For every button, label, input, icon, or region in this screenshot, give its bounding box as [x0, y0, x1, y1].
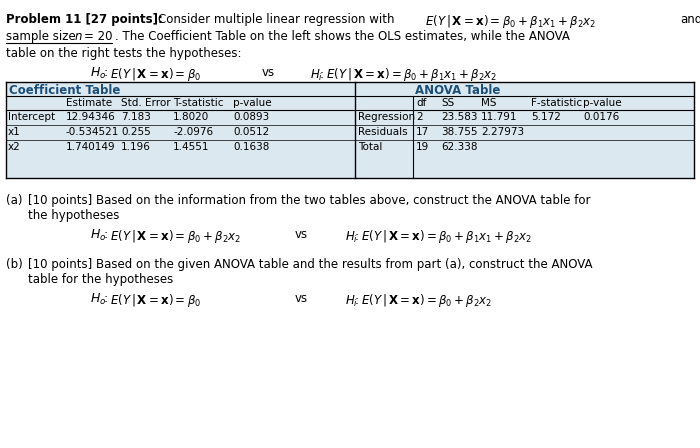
Text: $n$: $n$ — [74, 30, 83, 43]
Text: T-statistic: T-statistic — [173, 98, 223, 108]
Text: vs: vs — [295, 228, 308, 241]
Text: 23.583: 23.583 — [441, 112, 477, 122]
Text: Coefficient Table: Coefficient Table — [9, 84, 120, 97]
Text: 0.1638: 0.1638 — [233, 142, 270, 152]
Text: 1.8020: 1.8020 — [173, 112, 209, 122]
Text: 2.27973: 2.27973 — [481, 127, 524, 137]
Text: ANOVA Table: ANOVA Table — [415, 84, 500, 97]
Text: 12.94346: 12.94346 — [66, 112, 116, 122]
Text: $E(Y\,|\,\mathbf{X}=\mathbf{x})=\beta_0$: $E(Y\,|\,\mathbf{X}=\mathbf{x})=\beta_0$ — [110, 66, 201, 83]
Text: -0.534521: -0.534521 — [66, 127, 120, 137]
Text: p-value: p-value — [233, 98, 272, 108]
Text: 1.4551: 1.4551 — [173, 142, 209, 152]
Text: $E(Y\,|\,\mathbf{X}=\mathbf{x})=\beta_0+\beta_2x_2$: $E(Y\,|\,\mathbf{X}=\mathbf{x})=\beta_0+… — [110, 228, 241, 245]
Text: SS: SS — [441, 98, 454, 108]
Text: (b): (b) — [6, 258, 22, 271]
Text: Estimate: Estimate — [66, 98, 112, 108]
Text: $E(Y\,|\,\mathbf{X}=\mathbf{x})=\beta_0+\beta_1x_1+\beta_2x_2$: $E(Y\,|\,\mathbf{X}=\mathbf{x})=\beta_0+… — [425, 13, 596, 30]
Text: Total: Total — [358, 142, 382, 152]
Text: the hypotheses: the hypotheses — [28, 209, 120, 222]
Text: 7.183: 7.183 — [121, 112, 151, 122]
Text: 1.196: 1.196 — [121, 142, 151, 152]
Bar — [6, 82, 694, 178]
Text: x1: x1 — [8, 127, 21, 137]
Text: 19: 19 — [416, 142, 429, 152]
Text: 1.740149: 1.740149 — [66, 142, 116, 152]
Text: p-value: p-value — [583, 98, 622, 108]
Text: 62.338: 62.338 — [441, 142, 477, 152]
Text: [10 points] Based on the given ANOVA table and the results from part (a), constr: [10 points] Based on the given ANOVA tab… — [28, 258, 592, 271]
Text: Consider multiple linear regression with: Consider multiple linear regression with — [158, 13, 395, 26]
Text: sample size: sample size — [6, 30, 76, 43]
Text: table on the right tests the hypotheses:: table on the right tests the hypotheses: — [6, 47, 242, 60]
Text: 11.791: 11.791 — [481, 112, 517, 122]
Text: (a): (a) — [6, 194, 22, 207]
Text: $H_i\!\!:E(Y\,|\,\mathbf{X}=\mathbf{x})=\beta_0+\beta_1x_1+\beta_2x_2$: $H_i\!\!:E(Y\,|\,\mathbf{X}=\mathbf{x})=… — [345, 228, 532, 245]
Text: x2: x2 — [8, 142, 21, 152]
Text: table for the hypotheses: table for the hypotheses — [28, 273, 174, 286]
Text: $H_i\!\!:E(Y\,|\,\mathbf{X}=\mathbf{x})=\beta_0+\beta_1x_1+\beta_2x_2$: $H_i\!\!:E(Y\,|\,\mathbf{X}=\mathbf{x})=… — [310, 66, 497, 83]
Text: 0.0176: 0.0176 — [583, 112, 620, 122]
Text: $H_i\!\!:E(Y\,|\,\mathbf{X}=\mathbf{x})=\beta_0+\beta_2x_2$: $H_i\!\!:E(Y\,|\,\mathbf{X}=\mathbf{x})=… — [345, 292, 492, 309]
Text: 0.0512: 0.0512 — [233, 127, 270, 137]
Text: 5.172: 5.172 — [531, 112, 561, 122]
Text: df: df — [416, 98, 426, 108]
Text: $H_o\!\!:$: $H_o\!\!:$ — [90, 292, 108, 307]
Text: 38.755: 38.755 — [441, 127, 477, 137]
Text: $E(Y\,|\,\mathbf{X}=\mathbf{x})=\beta_0$: $E(Y\,|\,\mathbf{X}=\mathbf{x})=\beta_0$ — [110, 292, 201, 309]
Text: $H_o\!\!:$: $H_o\!\!:$ — [90, 228, 108, 243]
Text: $H_o\!\!:$: $H_o\!\!:$ — [90, 66, 108, 81]
Text: and: and — [680, 13, 700, 26]
Text: Problem 11 [27 points]:: Problem 11 [27 points]: — [6, 13, 163, 26]
Text: 2: 2 — [416, 112, 423, 122]
Text: vs: vs — [262, 66, 275, 79]
Text: Intercept: Intercept — [8, 112, 55, 122]
Text: 0.255: 0.255 — [121, 127, 150, 137]
Text: F-statistic: F-statistic — [531, 98, 582, 108]
Text: Regression: Regression — [358, 112, 415, 122]
Text: . The Coefficient Table on the left shows the OLS estimates, while the ANOVA: . The Coefficient Table on the left show… — [115, 30, 570, 43]
Text: = 20: = 20 — [84, 30, 113, 43]
Text: 17: 17 — [416, 127, 429, 137]
Text: [10 points] Based on the information from the two tables above, construct the AN: [10 points] Based on the information fro… — [28, 194, 591, 207]
Text: vs: vs — [295, 292, 308, 305]
Text: Std. Error: Std. Error — [121, 98, 171, 108]
Text: -2.0976: -2.0976 — [173, 127, 213, 137]
Text: Residuals: Residuals — [358, 127, 407, 137]
Text: MS: MS — [481, 98, 496, 108]
Text: 0.0893: 0.0893 — [233, 112, 270, 122]
